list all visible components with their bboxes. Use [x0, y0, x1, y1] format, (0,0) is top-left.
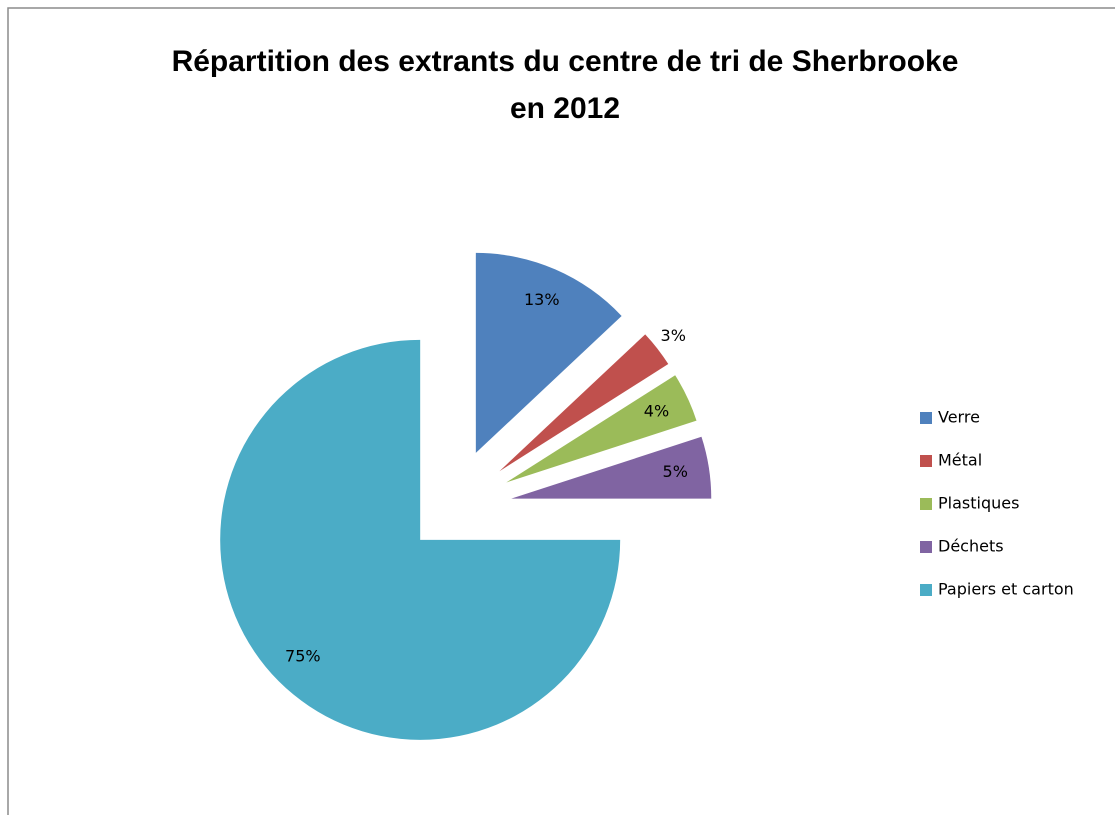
legend-swatch — [920, 541, 932, 553]
data-label: 3% — [661, 326, 686, 345]
data-label: 5% — [663, 462, 688, 481]
legend-label: Déchets — [938, 537, 1004, 556]
pie-slice — [220, 339, 621, 740]
pie-slice — [475, 252, 622, 453]
legend-swatch — [920, 498, 932, 510]
legend-label: Plastiques — [938, 494, 1019, 513]
pie-slice — [499, 334, 669, 472]
legend-label: Verre — [938, 408, 980, 427]
pie-slice — [511, 436, 712, 499]
pie-slice — [506, 375, 697, 483]
legend-label: Papiers et carton — [938, 580, 1074, 599]
chart-title: Répartition des extrants du centre de tr… — [171, 45, 959, 125]
legend-swatch — [920, 455, 932, 467]
data-label: 4% — [644, 401, 669, 420]
legend-swatch — [920, 412, 932, 424]
chart-frame — [7, 7, 1115, 815]
legend-label: Métal — [938, 451, 982, 470]
legend-swatch — [920, 584, 932, 596]
data-label: 13% — [524, 290, 560, 309]
data-label: 75% — [285, 647, 321, 666]
